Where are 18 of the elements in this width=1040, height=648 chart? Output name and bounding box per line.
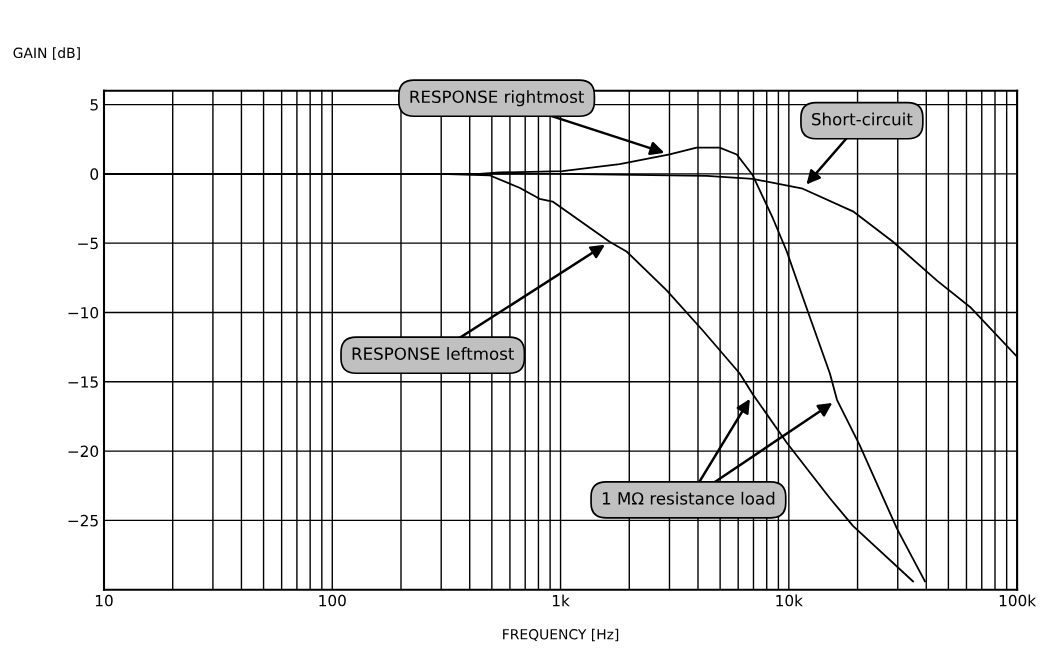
y-tick-label: −5: [78, 237, 98, 250]
annotation: RESPONSE rightmost: [410, 90, 585, 107]
x-tick-label: 100: [319, 594, 346, 607]
annotation: 1 MΩ resistance load: [602, 491, 775, 505]
x-tick-label: 100k: [999, 594, 1037, 607]
y-tick-label: −20: [68, 445, 99, 458]
y-axis-title: GAIN [dB]: [13, 47, 80, 60]
annotation: RESPONSE leftmost: [352, 347, 515, 360]
y-tick-label: −25: [68, 514, 98, 527]
x-tick-label: 1k: [552, 594, 570, 607]
annotation: Short-circuit: [812, 112, 913, 126]
y-tick-label: −10: [68, 306, 99, 319]
y-tick-label: 5: [90, 99, 98, 111]
y-tick-label: 0: [90, 168, 99, 180]
x-tick-label: 10: [95, 594, 113, 607]
x-axis-title: FREQUENCY [Hz]: [503, 628, 619, 642]
x-tick-label: 10k: [776, 594, 803, 607]
y-tick-label: −15: [68, 376, 98, 388]
